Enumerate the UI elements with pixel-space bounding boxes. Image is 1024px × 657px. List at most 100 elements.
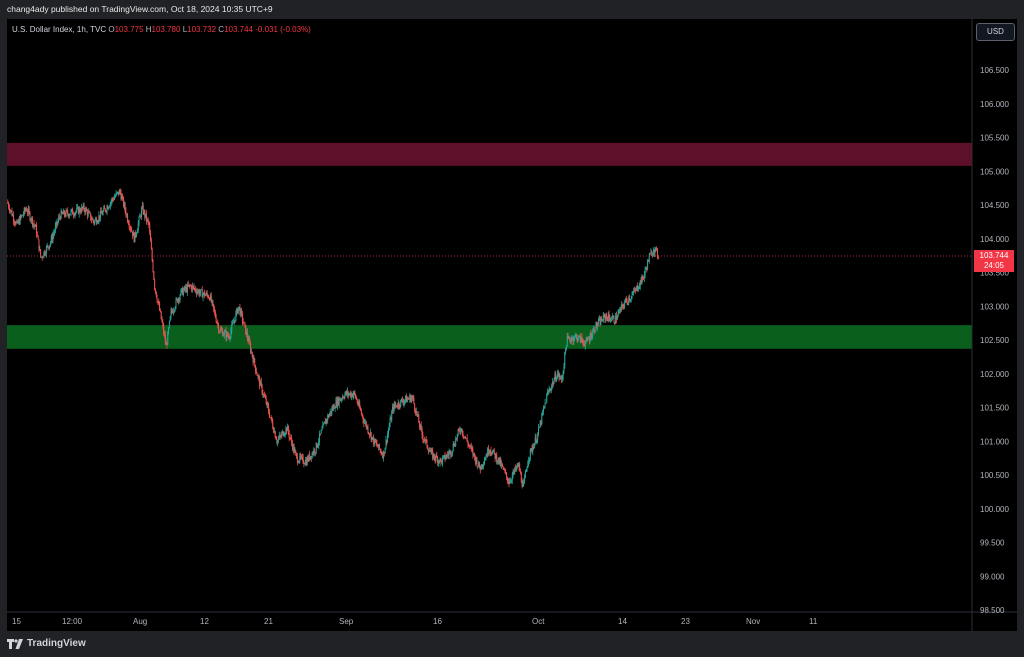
candle-body [638,288,640,290]
candle-body [330,411,332,414]
candle-body [617,312,619,318]
candle-body [563,366,565,372]
close-value: 103.744 [224,25,253,34]
candle-body [26,209,28,212]
candle-body [183,286,185,291]
candle-body [300,455,302,458]
candle-body [177,298,179,303]
candle-body [473,453,475,456]
candle-body [524,477,526,482]
candle-body [86,208,88,211]
candle-body [273,428,275,433]
candle-body [363,419,365,424]
candle-body [625,298,627,301]
candle-body [455,438,457,440]
candle-body [426,439,428,447]
candle-body [263,394,265,396]
candle-body [309,454,311,460]
candle-body [574,335,576,337]
candle-body [192,285,194,287]
candle-body [541,413,543,424]
candle-body [449,450,451,453]
candle-body [534,437,536,444]
candle-body [373,436,375,445]
candle-body [271,417,273,423]
candle-body [132,232,134,237]
candle-body [341,397,343,400]
candle-body [657,256,659,259]
x-tick-label: 12 [200,617,209,626]
candle-body [336,400,338,407]
candle-body [469,445,471,447]
candle-body [510,480,512,482]
candle-body [253,358,255,363]
candle-body [401,399,403,402]
candle-body [113,199,115,200]
candle-body [299,455,301,462]
candle-body [576,335,578,341]
candle-body [391,412,393,421]
candle-body [168,327,170,333]
candle-body [614,322,616,324]
candle-body [650,251,652,254]
candle-body [203,292,205,295]
candle-body [246,331,248,339]
candle-body [542,408,544,413]
tradingview-logo[interactable]: TradingView [7,638,86,649]
candle-body [492,451,494,455]
candle-body [532,447,534,452]
candle-body [567,336,569,338]
candle-body [428,449,430,452]
candle-body [497,457,499,462]
candle-body [622,304,624,307]
currency-button[interactable]: USD [976,23,1015,41]
candle-body [82,204,84,209]
candle-body [369,433,371,435]
candle-body [234,320,236,322]
candle-body [236,308,238,313]
x-tick-label: 16 [433,617,442,626]
candle-body [408,398,410,400]
candle-body [235,312,237,321]
candle-body [135,232,137,236]
candle-body [629,298,631,301]
candle-body [8,203,10,208]
candle-body [13,221,15,223]
candle-body [52,235,54,241]
candle-body [633,290,635,292]
candle-body [282,431,284,436]
candle-body [98,215,100,221]
candle-body [16,220,18,223]
candle-body [68,214,70,217]
candle-body [353,391,355,395]
candle-body [406,398,408,403]
candle-body [198,290,200,295]
candle-body [205,292,207,295]
candle-body [627,302,629,304]
candle-body [69,214,71,215]
candle-body [15,222,17,225]
candle-body [401,399,403,401]
last-price-label: 103.744 24:05 [974,250,1014,272]
candle-body [280,435,282,437]
candle-body [191,285,193,290]
candle-body [223,334,225,337]
candle-body [128,224,130,228]
candle-body [483,460,485,465]
candle-body [163,333,165,335]
candle-body [471,448,473,450]
candle-body [332,405,334,410]
candle-body [651,251,653,256]
candle-body [643,277,645,279]
candle-body [83,204,85,210]
candle-body [295,450,297,454]
candle-body [131,230,133,232]
candle-body [100,210,102,219]
candle-body [165,342,167,345]
price-chart[interactable]: 106.500 106.000 105.500 105.000 104.500 104.0… [7,19,1017,631]
candle-body [454,445,456,447]
candle-body [315,442,317,452]
candle-body [31,217,33,221]
chart-area[interactable]: 106.500 106.000 105.500 105.000 104.500 104.0… [7,19,1017,631]
candle-body [337,398,339,405]
